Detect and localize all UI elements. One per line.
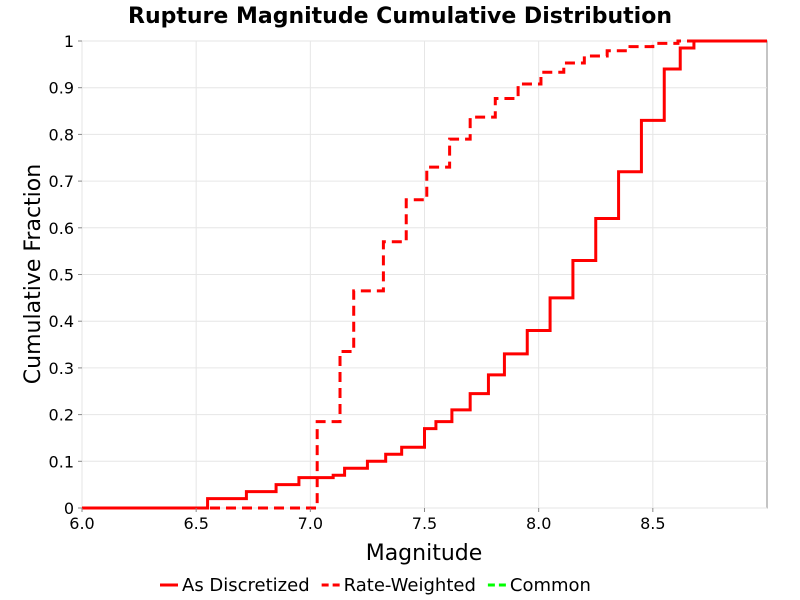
y-tick-label: 0.2 [49,406,74,425]
x-tick-label: 6.0 [69,514,94,533]
x-axis-ticks: 6.0 6.5 7.0 7.5 8.0 8.5 [69,508,666,533]
legend-label: Rate-Weighted [344,575,476,596]
legend-label: Common [510,575,591,596]
y-tick-label: 0.1 [49,452,74,471]
series-line-0 [82,39,767,510]
x-tick-label: 6.5 [183,514,208,533]
x-tick-label: 8.5 [640,514,665,533]
series-layer [82,39,767,510]
y-tick-label: 0.7 [49,172,74,191]
y-tick-label: 0.9 [49,79,74,98]
y-tick-label: 0.6 [49,219,74,238]
x-tick-label: 7.5 [412,514,437,533]
x-axis-label: Magnitude [366,541,483,566]
y-tick-label: 1 [64,32,74,51]
y-axis-label: Cumulative Fraction [21,164,46,384]
x-tick-label: 7.0 [298,514,323,533]
y-tick-label: 0 [64,499,74,518]
y-tick-label: 0.3 [49,359,74,378]
y-tick-label: 0.8 [49,125,74,144]
y-tick-label: 0.4 [49,312,74,331]
y-tick-label: 0.5 [49,266,74,285]
legend: As Discretized Rate-Weighted Common [160,575,591,596]
legend-label: As Discretized [182,575,310,596]
x-tick-label: 8.0 [526,514,551,533]
y-axis-ticks: 0 0.1 0.2 0.3 0.4 0.5 0.6 0.7 0.8 0.9 1 [49,32,82,518]
chart-title: Rupture Magnitude Cumulative Distributio… [128,4,672,29]
